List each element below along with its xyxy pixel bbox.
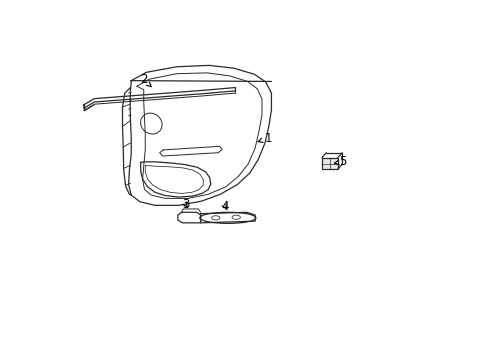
Text: 2: 2 [140,73,151,87]
Text: 1: 1 [258,131,272,144]
Text: 5: 5 [334,156,346,168]
Text: 3: 3 [182,198,189,211]
Text: 4: 4 [221,200,228,213]
FancyBboxPatch shape [321,158,337,169]
